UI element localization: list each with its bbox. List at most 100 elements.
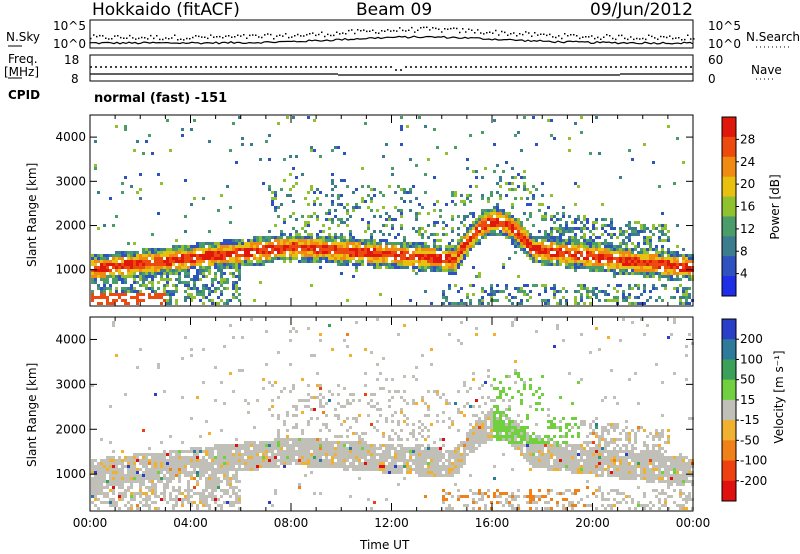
power-cell [220,257,223,260]
power-cell [550,230,553,233]
power-cell [232,275,235,278]
power-cell [604,218,607,221]
power-cell [457,239,460,242]
velocity-cell [466,390,469,393]
velocity-cell [535,465,538,468]
velocity-cell [214,468,217,471]
power-cell [580,287,583,290]
power-cell [589,260,592,263]
power-cell [511,230,514,233]
velocity-cell [151,459,154,462]
velocity-cell [430,456,433,459]
velocity-cell [478,438,481,441]
power-cell [577,260,580,263]
power-cell [289,260,292,263]
velocity-cell [529,507,532,510]
power-cell [403,242,406,245]
velocity-cell [427,471,430,474]
velocity-cell [235,474,238,477]
velocity-cell [442,468,445,471]
power-cell [325,242,328,245]
power-cell [496,206,499,209]
power-cell [574,236,577,239]
velocity-cell [511,468,514,471]
velocity-cell [307,444,310,447]
velocity-cell [343,447,346,450]
power-cell [157,287,160,290]
power-cell [391,227,394,230]
velocity-cell [499,411,502,414]
power-cell [301,215,304,218]
power-cell [454,146,457,149]
velocity-cell [169,453,172,456]
velocity-cell [106,456,109,459]
power-cell [211,278,214,281]
power-cell [598,290,601,293]
power-cell [556,236,559,239]
power-cell [667,251,670,254]
power-cell [481,233,484,236]
power-cell [163,284,166,287]
power-cell [124,176,127,179]
velocity-cell [337,462,340,465]
power-cell [562,239,565,242]
power-cell [217,245,220,248]
power-cell [370,260,373,263]
velocity-cell [331,462,334,465]
velocity-cell [508,432,511,435]
power-cell [91,281,94,284]
power-cell [229,299,232,302]
power-cell [283,245,286,248]
power-cell [241,242,244,245]
velocity-cell [379,462,382,465]
power-cell [592,251,595,254]
velocity-cell [475,333,478,336]
velocity-cell [349,426,352,429]
velocity-cell [187,456,190,459]
power-cell [160,248,163,251]
velocity-cell [163,459,166,462]
power-cell [460,239,463,242]
velocity-cell [157,462,160,465]
power-cell [385,242,388,245]
power-cell [517,218,520,221]
power-cell [235,263,238,266]
power-cell [622,266,625,269]
power-cell [118,272,121,275]
power-cell [190,287,193,290]
velocity-cell [349,447,352,450]
beam-label: Beam 09 [356,0,433,20]
power-cell [532,185,535,188]
power-cell [622,230,625,233]
velocity-cell [268,501,271,504]
power-cell [220,284,223,287]
power-cell [280,236,283,239]
power-cell [529,203,532,206]
power-cell [442,233,445,236]
power-cell [217,263,220,266]
power-cell [328,251,331,254]
power-cell [346,248,349,251]
power-cell [544,251,547,254]
velocity-cell [220,504,223,507]
velocity-cell [346,447,349,450]
velocity-cell [457,456,460,459]
power-cell [547,263,550,266]
velocity-cell [304,456,307,459]
power-cell [292,200,295,203]
power-cell [262,236,265,239]
velocity-cell [100,501,103,504]
power-cell [271,251,274,254]
velocity-cell [226,471,229,474]
power-cell [382,254,385,257]
velocity-cell [511,423,514,426]
velocity-cell [436,450,439,453]
velocity-cell [145,462,148,465]
velocity-cell [181,441,184,444]
power-cell [571,221,574,224]
power-cell [151,248,154,251]
power-cell [370,209,373,212]
velocity-cell [334,435,337,438]
power-cell [673,257,676,260]
freq-label-line1: Freq. [8,52,38,66]
